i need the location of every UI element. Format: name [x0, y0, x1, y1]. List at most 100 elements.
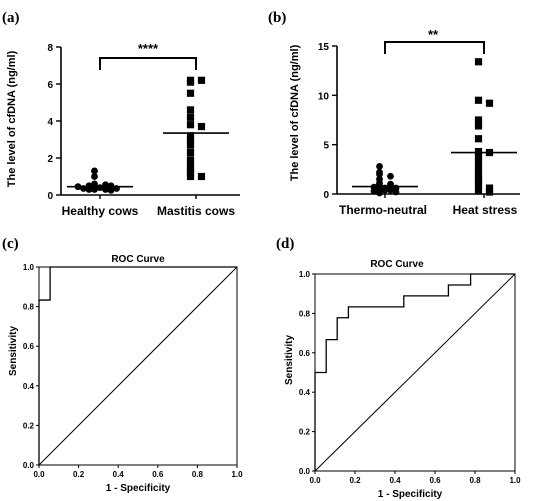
roc-title-d: ROC Curve — [370, 259, 424, 270]
d-x-tick-label: 0.0 — [309, 476, 321, 485]
panel-label-d: (d) — [276, 236, 294, 252]
a-point-1 — [186, 89, 195, 97]
d-roc-curve — [314, 273, 515, 471]
roc-xlabel-c: 1 - Specificity — [106, 483, 171, 494]
b-point-0 — [376, 170, 383, 178]
a-y-tick-label: 4 — [47, 117, 53, 128]
b-point-1 — [474, 162, 483, 170]
significance-a: **** — [138, 41, 159, 56]
a-point-0 — [91, 167, 98, 175]
a-point-1 — [186, 172, 195, 181]
b-point-1 — [474, 177, 483, 185]
c-reference-line — [38, 266, 238, 466]
scatter-panel-a: 0 2 4 6 8 — [47, 43, 240, 202]
a-y-tick-label: 2 — [47, 154, 53, 165]
b-point-0 — [381, 186, 389, 194]
category-label-thermo: Thermo-neutral — [339, 203, 427, 217]
a-point-0 — [91, 186, 98, 193]
b-significance-bracket — [384, 41, 485, 54]
b-point-0 — [387, 186, 394, 194]
b-point-0 — [376, 189, 383, 197]
roc-ylabel-c: Sensitivity — [8, 326, 19, 376]
b-point-1 — [474, 135, 483, 143]
a-point-1 — [186, 78, 195, 86]
b-point-1 — [485, 184, 494, 192]
c-x-tick-label: 0.4 — [113, 470, 125, 479]
panel-label-a: (a) — [2, 10, 20, 26]
a-y-tick-label: 6 — [47, 80, 53, 91]
a-point-0 — [85, 186, 93, 193]
b-point-1 — [474, 122, 483, 130]
d-x-tick-label: 1.0 — [509, 476, 521, 485]
panel-label-b: (b) — [268, 10, 286, 26]
roc-ylabel-d: Sensitivity — [284, 335, 295, 385]
b-point-0 — [387, 172, 394, 180]
d-y-tick-label: 0.0 — [299, 467, 311, 476]
a-point-1 — [186, 165, 195, 173]
a-point-1 — [197, 122, 206, 131]
d-y-tick-label: 0.2 — [299, 428, 311, 437]
a-point-1 — [186, 132, 195, 140]
category-label-healthy: Healthy cows — [62, 204, 139, 218]
d-y-tick-label: 0.8 — [299, 309, 311, 318]
a-point-1 — [186, 148, 195, 157]
c-y-tick-label: 1.0 — [23, 263, 35, 272]
roc-panel-c: 0.00.0 0.2 0.2 0.4 0.4 0.6 0.6 0.8 0.8 1.0 1.0 — [23, 263, 243, 479]
c-roc-curve — [38, 266, 237, 465]
d-x-tick-label: 0.4 — [389, 476, 401, 485]
b-y-tick-label: 5 — [323, 141, 329, 152]
c-x-tick-label: 0.8 — [192, 470, 204, 479]
category-label-heat: Heat stress — [453, 203, 518, 217]
a-y-tick-label: 8 — [47, 43, 53, 54]
d-y-tick-label: 1.0 — [299, 270, 311, 279]
b-point-1 — [474, 187, 483, 195]
a-y-tick-label: 0 — [47, 191, 53, 202]
d-x-tick-label: 0.8 — [469, 476, 481, 485]
b-point-0 — [376, 162, 383, 170]
c-x-tick-label: 0.0 — [33, 470, 45, 479]
category-label-mastitis: Mastitis cows — [157, 204, 235, 218]
c-y-tick-label: 0.0 — [23, 461, 35, 470]
b-point-1 — [474, 58, 483, 66]
a-point-1 — [197, 76, 206, 84]
a-point-0 — [102, 186, 109, 193]
a-significance-bracket — [99, 57, 197, 70]
b-point-1 — [474, 157, 483, 166]
d-y-tick-label: 0.6 — [299, 349, 311, 358]
d-x-tick-label: 0.6 — [429, 476, 441, 485]
b-point-1 — [474, 168, 483, 176]
panel-label-c: (c) — [2, 236, 19, 252]
a-point-1 — [186, 141, 195, 149]
roc-title-c: ROC Curve — [111, 254, 165, 265]
c-y-tick-label: 0.2 — [23, 421, 35, 430]
b-point-1 — [474, 181, 483, 189]
b-point-1 — [474, 116, 483, 124]
b-point-1 — [474, 96, 483, 104]
c-y-tick-label: 0.6 — [23, 342, 35, 351]
scatter-panel-b: 0 5 10 15 — [318, 41, 520, 201]
a-point-0 — [91, 173, 98, 180]
significance-b: ** — [428, 27, 439, 42]
c-x-tick-label: 1.0 — [231, 470, 243, 479]
a-point-1 — [186, 106, 195, 114]
b-point-1 — [485, 99, 494, 107]
b-point-1 — [474, 173, 483, 181]
b-point-1 — [474, 147, 483, 156]
a-point-1 — [186, 113, 195, 121]
d-x-tick-label: 0.2 — [349, 476, 361, 485]
ylabel-b: The level of cfDNA (ng/ml) — [289, 44, 301, 181]
b-point-1 — [485, 188, 494, 196]
a-point-1 — [197, 172, 206, 181]
c-y-tick-label: 0.8 — [23, 303, 35, 312]
c-x-tick-label: 0.6 — [152, 470, 164, 479]
a-point-0 — [107, 182, 115, 190]
a-point-1 — [186, 161, 195, 169]
d-y-tick-label: 0.4 — [299, 388, 311, 397]
a-point-1 — [186, 135, 195, 144]
b-y-tick-label: 0 — [323, 190, 329, 201]
b-point-0 — [370, 187, 378, 195]
a-point-1 — [186, 169, 195, 177]
b-y-tick-label: 10 — [318, 91, 330, 102]
roc-panel-d: 0.00.0 0.2 0.2 0.4 0.4 0.6 0.6 0.8 0.8 1.0 1.0 — [299, 270, 521, 485]
